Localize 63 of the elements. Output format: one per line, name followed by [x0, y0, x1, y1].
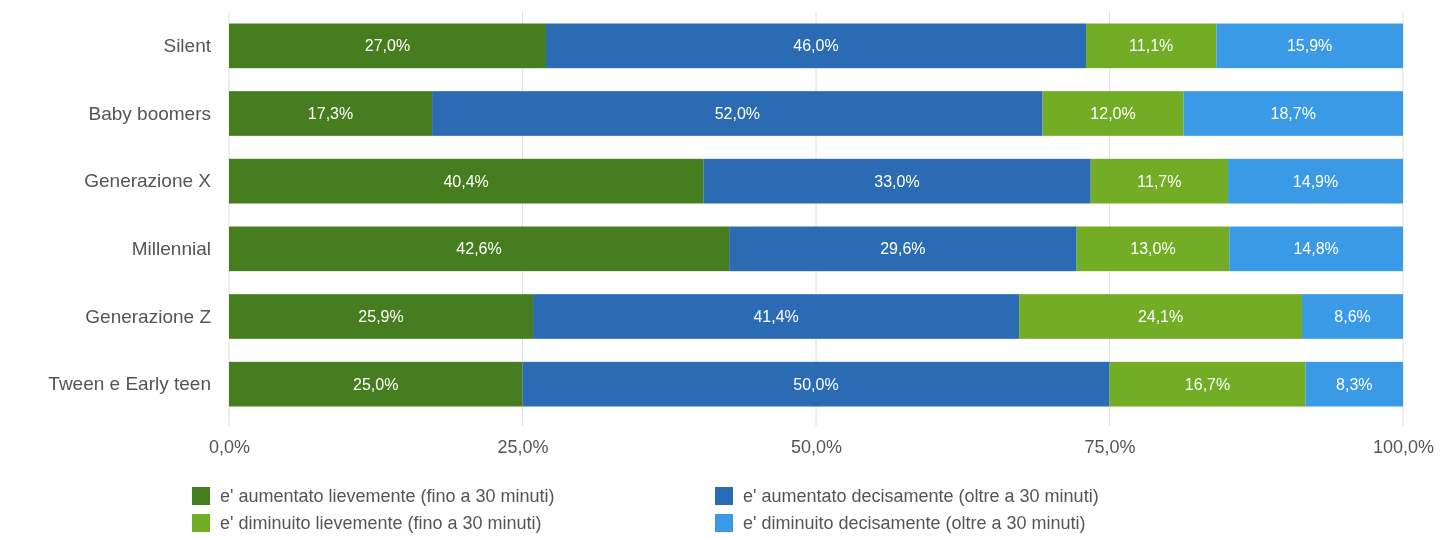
data-label: 17,3%: [307, 105, 354, 123]
legend-label: e' diminuito decisamente (oltre a 30 minuti): [743, 513, 1086, 534]
bar: [545, 23, 1087, 69]
x-tick-label: 25,0%: [497, 436, 549, 457]
data-label: 14,9%: [1292, 172, 1339, 190]
bar: [522, 361, 1110, 407]
y-tick-label: Tween e Early teen: [48, 373, 211, 395]
bar: [1090, 158, 1229, 204]
y-tick-label: Silent: [163, 34, 212, 56]
bar: [1076, 226, 1230, 272]
legend-label: e' aumentato lievemente (fino a 30 minuti): [220, 486, 555, 507]
bar: [1229, 226, 1403, 272]
data-label: 8,6%: [1334, 308, 1371, 326]
x-tick-label: 100,0%: [1372, 436, 1435, 457]
bar: [229, 361, 523, 407]
bar: [229, 91, 433, 136]
data-label: 12,0%: [1090, 105, 1136, 123]
data-label: 18,7%: [1270, 105, 1316, 123]
bar: [1228, 158, 1403, 204]
data-label: 33,0%: [874, 172, 920, 190]
bar: [533, 294, 1020, 339]
data-label: 29,6%: [880, 240, 926, 258]
legend-label: e' diminuito lievemente (fino a 30 minuti): [220, 513, 542, 534]
data-label: 42,6%: [456, 240, 502, 258]
data-label: 11,7%: [1137, 172, 1182, 190]
bar: [1302, 294, 1403, 339]
data-label: 15,9%: [1286, 37, 1333, 55]
data-label: 50,0%: [793, 375, 839, 393]
data-label: 14,8%: [1293, 240, 1339, 258]
bar: [1216, 23, 1403, 69]
x-tick-label: 0,0%: [208, 436, 251, 457]
bar: [229, 294, 534, 339]
legend-label: e' aumentato decisamente (oltre a 30 minuti): [743, 486, 1099, 507]
y-tick-label: Generazione Z: [85, 305, 212, 327]
data-label: 52,0%: [714, 105, 761, 123]
bar: [1183, 91, 1403, 136]
bar: [1042, 91, 1184, 136]
bar: [1086, 23, 1217, 69]
bar: [703, 158, 1091, 204]
y-tick-label: Baby boomers: [88, 102, 211, 124]
data-label: 46,0%: [793, 37, 839, 55]
bar: [229, 226, 730, 272]
x-tick-label: 50,0%: [790, 436, 843, 457]
bar: [729, 226, 1077, 272]
y-tick-label: Millennial: [131, 237, 211, 259]
data-label: 24,1%: [1137, 308, 1184, 326]
data-label: 8,3%: [1336, 375, 1373, 393]
data-label: 16,7%: [1184, 375, 1231, 393]
bar: [229, 23, 546, 69]
data-label: 25,9%: [358, 308, 404, 326]
y-tick-label: Generazione X: [84, 170, 212, 192]
data-label: 13,0%: [1130, 240, 1176, 258]
bar: [1019, 294, 1303, 339]
data-label: 41,4%: [753, 308, 799, 326]
bar: [432, 91, 1043, 136]
data-label: 11,1%: [1129, 37, 1174, 55]
data-label: 27,0%: [364, 37, 411, 55]
x-tick-label: 75,0%: [1084, 436, 1136, 457]
bar: [229, 158, 704, 204]
data-label: 25,0%: [353, 375, 399, 393]
bar: [1109, 361, 1306, 407]
data-label: 40,4%: [443, 172, 489, 190]
bar: [1305, 361, 1403, 407]
